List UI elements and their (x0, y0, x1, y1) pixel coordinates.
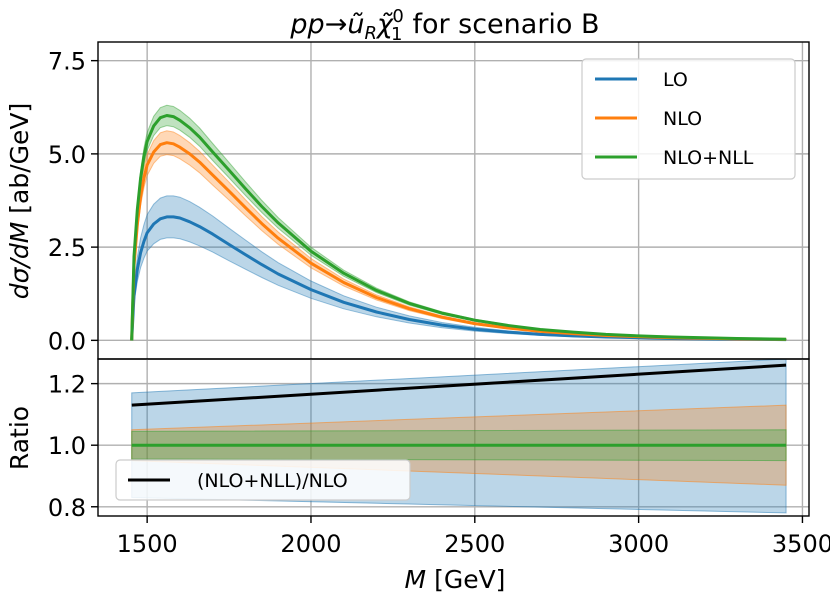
top-panel: 0.0 2.5 5.0 7.5 dσ/dM [ab/GeV] LO NLO NLO+N… (5, 41, 810, 360)
top-y-tick-label: 7.5 (48, 48, 86, 76)
band-lo (131, 195, 787, 341)
x-tick-label: 1500 (117, 530, 178, 558)
top-legend: LO NLO NLO+NLL (581, 58, 796, 180)
bottom-panel: 0.8 1.0 1.2 Ratio (NLO+NLL)/NLO (5, 358, 810, 522)
legend-label-ratio: (NLO+NLL)/NLO (197, 470, 348, 492)
legend-label-lo: LO (663, 69, 688, 91)
top-lines (130, 114, 787, 342)
bottom-axes-frame (97, 358, 810, 517)
bottom-y-axis-label: Ratio (5, 406, 34, 470)
x-ticks: 1500 2000 2500 3000 3500 (117, 516, 830, 558)
top-y-axis-label: dσ/dM [ab/GeV] (5, 103, 34, 300)
top-legend-box (581, 58, 796, 180)
top-y-tick-label: 5.0 (48, 141, 86, 169)
top-y-tick-label: 0.0 (48, 327, 86, 355)
x-tick-label: 3000 (608, 530, 669, 558)
series-line-nlo-nll (130, 114, 787, 341)
bottom-y-tick-label: 1.0 (48, 432, 86, 460)
top-y-tick-label: 2.5 (48, 234, 86, 262)
chart-title: pp→ũRχ̃10 for scenario B (289, 6, 599, 45)
bottom-lines (131, 363, 787, 447)
legend-label-nlo: NLO (663, 108, 702, 130)
legend-label-nlo-nll: NLO+NLL (663, 147, 754, 169)
bottom-y-tick-label: 0.8 (48, 494, 86, 522)
bottom-legend-box (115, 459, 411, 501)
x-axis-label: M [GeV] (405, 565, 506, 594)
bottom-legend: (NLO+NLL)/NLO (115, 459, 411, 501)
x-tick-label: 2500 (444, 530, 505, 558)
x-tick-label: 3500 (772, 530, 830, 558)
x-tick-label: 2000 (280, 530, 341, 558)
bottom-y-tick-label: 1.2 (48, 371, 86, 399)
bottom-y-ticks: 0.8 1.0 1.2 (48, 371, 98, 522)
series-line-lo (130, 215, 787, 342)
ratio-line-nlo-nll-nlo (131, 363, 787, 407)
top-y-ticks: 0.0 2.5 5.0 7.5 (48, 48, 98, 355)
